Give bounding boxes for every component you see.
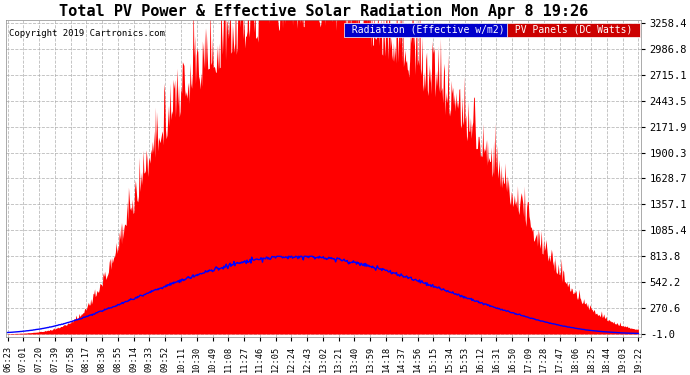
Text: PV Panels (DC Watts): PV Panels (DC Watts) xyxy=(509,25,638,35)
Text: Copyright 2019 Cartronics.com: Copyright 2019 Cartronics.com xyxy=(9,30,165,39)
Title: Total PV Power & Effective Solar Radiation Mon Apr 8 19:26: Total PV Power & Effective Solar Radiati… xyxy=(59,3,588,19)
Text: Radiation (Effective w/m2): Radiation (Effective w/m2) xyxy=(346,25,510,35)
